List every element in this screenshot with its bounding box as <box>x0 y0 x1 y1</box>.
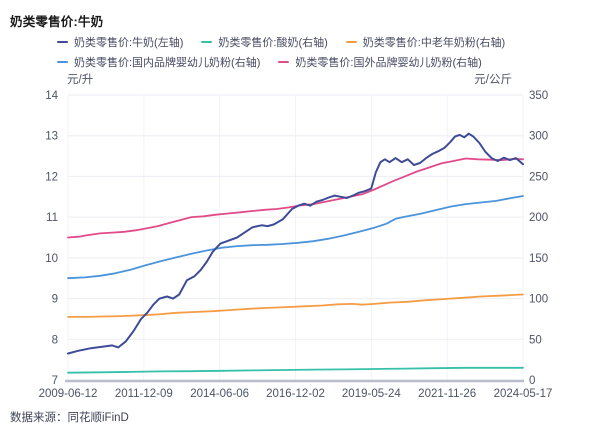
series-line-3 <box>67 195 524 280</box>
legend-item[interactable]: 奶类零售价:国外品牌婴幼儿奶粉(右轴) <box>278 54 482 70</box>
chart-legend: 奶类零售价:牛奶(左轴) 奶类零售价:酸奶(右轴) 奶类零售价:中老年奶粉(右轴) 奶… <box>57 34 505 70</box>
series-line-1 <box>67 366 524 374</box>
legend-line-swatch-icon <box>57 60 68 64</box>
legend-item-label: 奶类零售价:中老年奶粉(右轴) <box>362 37 506 49</box>
left-axis-tick-label: 9 <box>52 294 58 306</box>
x-axis-tick-label: 2019-05-24 <box>342 388 401 400</box>
legend-item[interactable]: 奶类零售价:酸奶(右轴) <box>201 34 328 50</box>
right-axis-tick-label: 150 <box>529 253 548 265</box>
left-axis-tick-label: 13 <box>45 131 58 143</box>
left-axis-tick-label: 11 <box>46 212 58 224</box>
x-axis-tick-label: 2014-06-06 <box>190 388 249 400</box>
right-axis-unit-label: 元/公斤 <box>474 74 512 86</box>
legend-row: 奶类零售价:牛奶(左轴) 奶类零售价:酸奶(右轴) 奶类零售价:中老年奶粉(右轴) <box>57 34 505 50</box>
legend-item-label: 奶类零售价:酸奶(右轴) <box>218 37 328 49</box>
legend-line-swatch-icon <box>201 40 213 44</box>
legend-item[interactable]: 奶类零售价:国内品牌婴幼儿奶粉(右轴) <box>57 54 260 70</box>
left-axis-tick-label: 7 <box>52 375 58 387</box>
legend-line-swatch-icon <box>57 40 68 44</box>
left-axis-tick-label: 14 <box>45 90 58 102</box>
right-axis-tick-label: 250 <box>529 171 548 183</box>
chart-title: 奶类零售价:牛奶 <box>10 15 104 29</box>
legend-item-label: 奶类零售价:国外品牌婴幼儿奶粉(右轴) <box>295 57 482 69</box>
right-axis-tick-label: 300 <box>529 131 548 143</box>
x-axis-tick-label: 2024-05-17 <box>494 388 553 400</box>
legend-item[interactable]: 奶类零售价:中老年奶粉(右轴) <box>345 34 506 50</box>
legend-item[interactable]: 奶类零售价:牛奶(左轴) <box>57 34 183 50</box>
left-axis-tick-label: 8 <box>52 334 58 346</box>
series-line-2 <box>67 293 524 318</box>
left-axis-unit-label: 元/升 <box>67 74 94 86</box>
right-axis-tick-label: 0 <box>529 375 535 387</box>
legend-item-label: 奶类零售价:国内品牌婴幼儿奶粉(右轴) <box>74 57 261 69</box>
x-axis-tick-label: 2016-12-02 <box>266 388 325 400</box>
x-axis-tick-label: 2009-06-12 <box>39 388 98 400</box>
right-axis-tick-label: 100 <box>529 294 548 306</box>
right-axis-tick-label: 200 <box>529 212 548 224</box>
legend-row: 奶类零售价:国内品牌婴幼儿奶粉(右轴) 奶类零售价:国外品牌婴幼儿奶粉(右轴) <box>57 54 505 70</box>
legend-item-label: 奶类零售价:牛奶(左轴) <box>74 37 184 49</box>
series-line-0 <box>67 132 524 355</box>
data-source-note: 数据来源：同花顺iFinD <box>10 412 129 424</box>
legend-line-swatch-icon <box>278 60 290 64</box>
right-axis-tick-label: 350 <box>529 90 548 102</box>
right-axis-tick-label: 50 <box>529 334 542 346</box>
x-axis-tick-label: 2021-11-26 <box>418 388 476 400</box>
legend-line-swatch-icon <box>345 40 357 44</box>
left-axis-tick-label: 12 <box>45 171 58 183</box>
left-axis-tick-label: 10 <box>45 253 58 265</box>
x-axis-tick-label: 2011-12-09 <box>115 388 173 400</box>
